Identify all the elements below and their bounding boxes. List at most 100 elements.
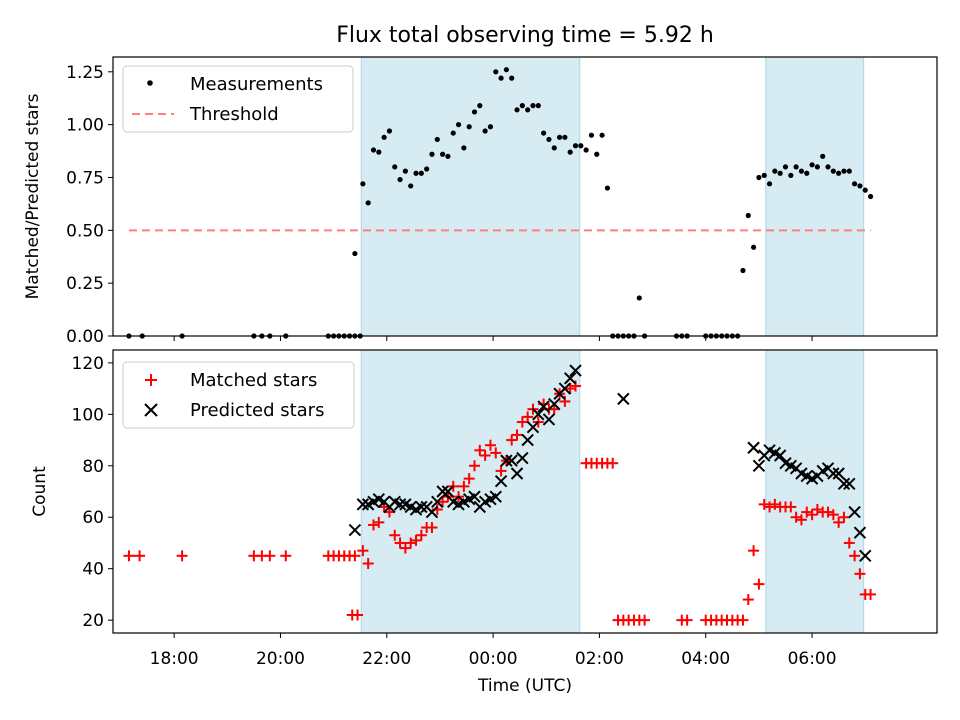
legend-threshold-label: Threshold <box>189 104 279 125</box>
measurement-point <box>487 124 494 130</box>
matched-star-point <box>474 444 486 456</box>
measurement-point <box>471 109 478 115</box>
legend-measurements-label: Measurements <box>190 74 323 95</box>
matched-star-point <box>352 609 364 621</box>
predicted-star-point <box>526 420 540 434</box>
y-tick-label: 1.00 <box>66 116 104 136</box>
bottom-chart-frame <box>112 349 938 634</box>
measurement-point <box>386 128 393 134</box>
matched-star-point <box>811 504 823 516</box>
measurement-point <box>482 128 488 134</box>
bottom-legend-box <box>122 361 355 429</box>
measurement-point <box>862 187 868 193</box>
measurement-point <box>814 164 820 170</box>
measurement-point <box>498 75 504 81</box>
x-tick-label: 18:00 <box>150 649 199 669</box>
y-tick-label: 120 <box>72 354 104 374</box>
predicted-star-point <box>505 454 518 467</box>
measurement-point <box>477 103 483 109</box>
matched-star-point <box>753 578 765 590</box>
measurement-point <box>402 168 408 174</box>
predicted-star-point <box>425 505 439 519</box>
matched-star-point <box>362 558 374 570</box>
matched-star-point <box>838 511 850 523</box>
matched-star-point <box>522 411 534 423</box>
matched-star-point <box>607 457 619 469</box>
y-tick-label: 20 <box>82 611 104 631</box>
measurement-point <box>761 172 767 178</box>
measurement-point <box>745 212 751 219</box>
matched-star-point <box>748 545 760 557</box>
matched-star-point <box>769 498 781 510</box>
measurement-point <box>461 145 467 151</box>
predicted-star-point <box>494 475 508 488</box>
measurement-point <box>445 153 451 159</box>
predicted-star-point <box>837 477 851 490</box>
matched-star-point <box>405 537 417 549</box>
top-chart-x-ticks <box>173 336 813 341</box>
predicted-star-point <box>393 498 407 511</box>
matched-star-point <box>865 588 877 600</box>
bottom-chart-panel: 20 40 60 80 100 120 18:00 20:00 22:00 00:00 02:00… <box>30 349 938 696</box>
measurement-point <box>546 136 552 143</box>
measurement-point <box>525 107 531 113</box>
measurement-point <box>867 193 874 200</box>
predicted-star-point <box>832 467 845 480</box>
measurement-point <box>360 181 366 187</box>
measurement-point <box>588 132 595 138</box>
observing-window-1 <box>765 56 865 337</box>
predicted-star-point <box>468 490 481 503</box>
matched-star-point <box>742 594 754 606</box>
predicted-star-point <box>441 485 455 498</box>
measurement-point <box>434 136 440 143</box>
matched-star-point <box>410 534 422 546</box>
predicted-star-point <box>348 523 362 537</box>
y-tick-label: 60 <box>82 508 104 528</box>
matched-star-point <box>639 614 651 626</box>
measurement-point <box>772 168 778 174</box>
y-tick-label: 0.00 <box>66 327 104 347</box>
bottom-chart-legend: Matched stars Predicted stars <box>122 361 355 429</box>
matched-star-point <box>349 550 361 562</box>
predicted-star-point <box>510 467 524 480</box>
measurement-point <box>562 134 568 140</box>
measurement-point <box>809 162 815 168</box>
x-tick-label: 00:00 <box>469 649 518 669</box>
top-legend-box <box>122 65 354 133</box>
matched-star-point <box>490 447 502 459</box>
matched-star-point <box>389 529 401 541</box>
matched-star-point <box>833 516 845 528</box>
measurement-point <box>830 168 836 174</box>
legend-measurements-marker <box>147 80 153 86</box>
top-chart-legend: Measurements Threshold <box>122 65 354 133</box>
measurement-point <box>429 151 435 157</box>
matched-star-point <box>764 501 776 513</box>
measurement-point <box>392 164 398 170</box>
measurement-point <box>535 103 541 109</box>
predicted-star-point <box>827 467 840 480</box>
measurement-point <box>493 69 499 75</box>
predicted-star-point <box>431 495 444 508</box>
legend-matched-stars-marker <box>145 374 157 386</box>
matched-star-point <box>484 439 496 451</box>
matched-star-point <box>548 403 560 415</box>
predicted-star-point <box>532 408 545 421</box>
measurement-point <box>777 170 783 176</box>
bottom-chart-y-ticks: 20 40 60 80 100 120 <box>72 354 113 631</box>
measurement-point <box>572 143 579 149</box>
measurement-point <box>450 130 456 136</box>
predicted-star-point <box>773 449 787 462</box>
measurement-point <box>509 75 515 81</box>
measurement-point <box>519 103 525 109</box>
observing-window-1 <box>765 349 865 634</box>
matched-star-point <box>479 449 491 461</box>
matched-star-point <box>516 416 528 428</box>
bottom-chart-y-axis-label: Count <box>30 466 50 517</box>
matched-star-point <box>806 509 818 521</box>
matched-star-point <box>822 506 834 518</box>
matched-star-point <box>843 537 855 549</box>
predicted-star-point <box>537 400 550 413</box>
matched-star-point <box>795 514 807 526</box>
y-tick-label: 100 <box>72 405 104 425</box>
matched-star-point <box>134 550 146 562</box>
